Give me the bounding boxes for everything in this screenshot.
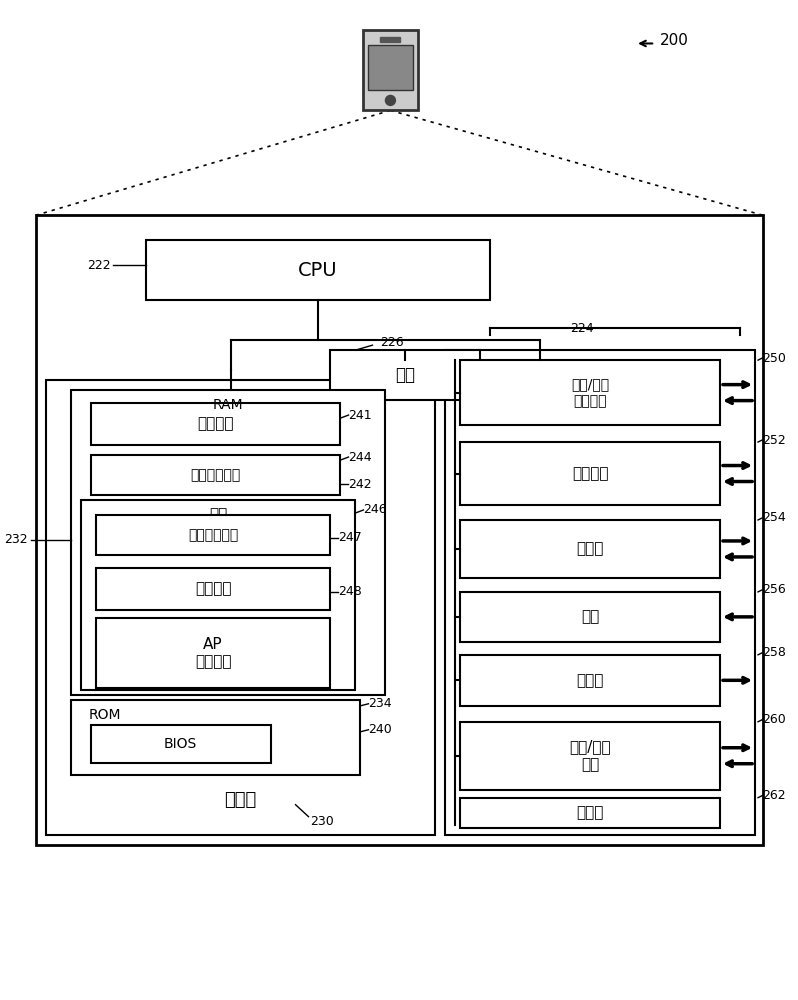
Text: 数据存储装置: 数据存储装置 (191, 468, 241, 482)
Text: 246: 246 (363, 503, 387, 516)
Text: 240: 240 (369, 723, 392, 736)
Text: 输入/输出
接口: 输入/输出 接口 (570, 740, 611, 772)
Text: 键区: 键区 (581, 609, 599, 624)
Text: 247: 247 (338, 531, 362, 544)
Text: CPU: CPU (298, 261, 338, 280)
Text: 224: 224 (571, 322, 594, 335)
Bar (369, 45, 413, 90)
Bar (381, 37, 401, 42)
Text: ROM: ROM (89, 708, 121, 722)
Text: 音频接口: 音频接口 (572, 466, 608, 481)
Bar (81, 500, 355, 690)
Text: 248: 248 (338, 585, 362, 598)
Text: 照明器: 照明器 (576, 673, 604, 688)
Text: 扫描模块: 扫描模块 (195, 581, 231, 596)
Circle shape (385, 95, 396, 105)
Text: 244: 244 (349, 451, 372, 464)
Text: 显示器: 显示器 (576, 541, 604, 556)
Bar (146, 240, 490, 300)
Bar (330, 350, 480, 400)
Text: 252: 252 (762, 434, 786, 447)
Text: 242: 242 (349, 478, 372, 491)
Text: 操作系统: 操作系统 (197, 417, 234, 432)
Bar (36, 215, 763, 845)
Bar (71, 700, 361, 775)
Text: 226: 226 (381, 336, 404, 349)
Bar (91, 725, 271, 763)
Text: 存储器: 存储器 (224, 791, 257, 809)
Text: 222: 222 (87, 259, 111, 272)
Text: 有线/无线
网络接口: 有线/无线 网络接口 (571, 378, 610, 408)
Text: 234: 234 (369, 697, 392, 710)
Text: 256: 256 (762, 583, 786, 596)
Bar (460, 592, 720, 642)
Bar (71, 390, 385, 695)
Text: 241: 241 (349, 409, 372, 422)
Text: 应用: 应用 (209, 507, 227, 522)
Bar (460, 442, 720, 505)
Text: RAM: RAM (213, 398, 243, 412)
Bar (460, 360, 720, 425)
Bar (460, 520, 720, 578)
Text: AP
关联模块: AP 关联模块 (195, 637, 231, 669)
Bar (460, 722, 720, 790)
Text: BIOS: BIOS (164, 737, 197, 751)
Text: 移动性监视器: 移动性监视器 (188, 528, 239, 542)
Text: 230: 230 (310, 815, 334, 828)
Text: 232: 232 (4, 533, 28, 546)
Bar (363, 30, 418, 110)
Bar (460, 655, 720, 706)
Text: 250: 250 (762, 352, 786, 365)
Text: 260: 260 (762, 713, 786, 726)
Text: 258: 258 (762, 646, 786, 659)
Bar (91, 455, 341, 495)
Bar (45, 380, 436, 835)
Text: 254: 254 (762, 511, 786, 524)
Bar (96, 568, 330, 610)
Text: 传感器: 传感器 (576, 805, 604, 820)
Text: 电源: 电源 (396, 366, 416, 384)
Bar (445, 350, 755, 835)
Bar (460, 798, 720, 828)
Text: 262: 262 (762, 789, 786, 802)
Text: 200: 200 (660, 33, 689, 48)
Bar (96, 515, 330, 555)
Bar (91, 403, 341, 445)
Bar (96, 618, 330, 688)
